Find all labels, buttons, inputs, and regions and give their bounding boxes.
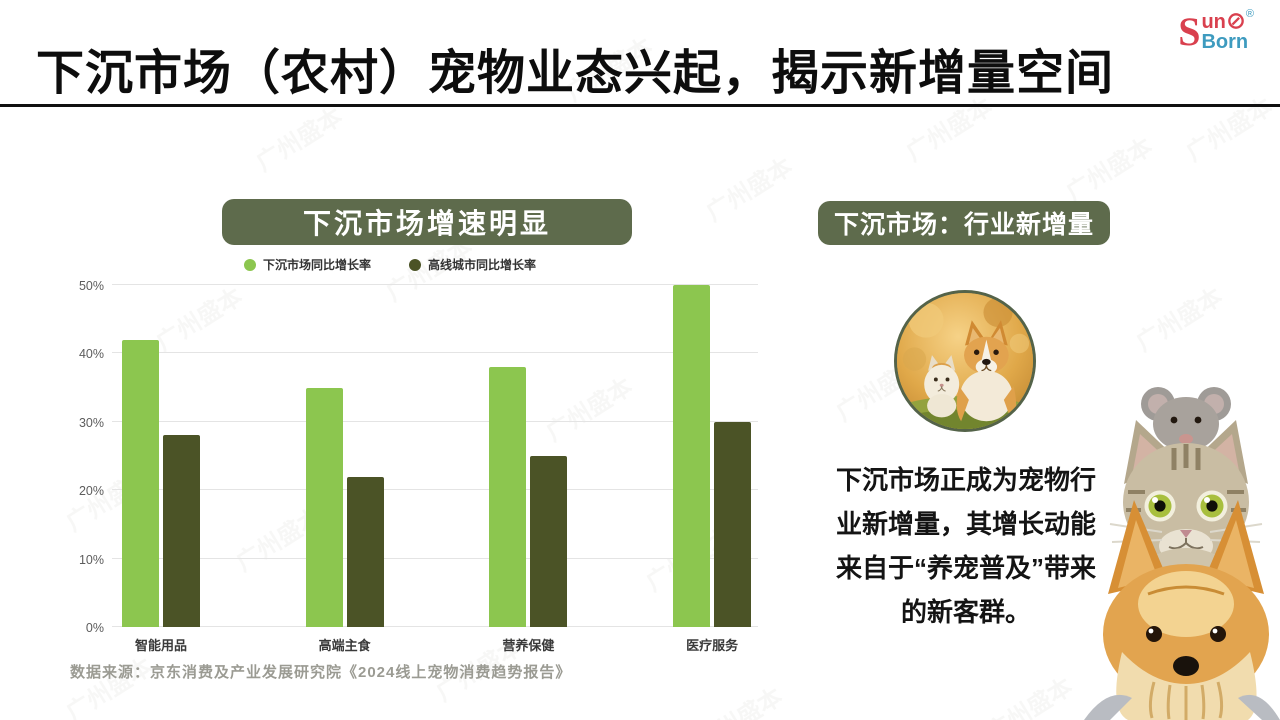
chart-title: 下沉市场增速明显	[302, 208, 551, 239]
chart-legend: 下沉市场同比增长率 高线城市同比增长率	[0, 256, 780, 273]
watermark-text: 广州盛本	[1131, 283, 1228, 357]
sun-icon	[1228, 13, 1244, 29]
bar-higher-tier-2	[346, 476, 384, 627]
legend-label: 下沉市场同比增长率	[262, 258, 371, 272]
y-axis-tick-label: 50%	[78, 279, 104, 293]
insight-paragraph: 下沉市场正成为宠物行业新增量，其增长动能来自于“养宠普及”带来的新客群。	[835, 465, 1096, 627]
watermark-text: 广州盛本	[981, 673, 1078, 720]
bar-lower-tier-2	[305, 387, 343, 627]
gridline	[112, 626, 758, 627]
y-axis-tick-label: 40%	[78, 347, 104, 362]
legend-item: 高线城市同比增长率	[409, 256, 536, 273]
corgi-and-cat-illustration	[897, 293, 1033, 429]
watermark-text: 广州盛本	[701, 153, 798, 227]
gridline	[112, 557, 758, 559]
legend-dot-icon	[409, 258, 421, 271]
logo-text-block: un ® Born	[1201, 8, 1254, 53]
bar-higher-tier-1	[163, 435, 200, 627]
watermark-text: 广州盛本	[1061, 133, 1158, 207]
y-axis-tick-label: 10%	[78, 552, 104, 567]
mouse-illustration	[1141, 387, 1231, 451]
header-divider	[0, 104, 1280, 107]
y-axis-tick-label: 30%	[78, 415, 104, 430]
data-source-note: 数据来源：京东消费及产业发展研究院《2024线上宠物消费趋势报告》	[70, 664, 572, 681]
logo-letter-s: S	[1178, 9, 1201, 54]
y-axis: 0% 10% 20% 30% 40% 50%	[0, 279, 104, 635]
plot-area: 智能用品 高端主食 营养保健 医疗服务	[112, 284, 758, 653]
registered-trademark-icon: ®	[1245, 8, 1254, 20]
x-axis-category-label: 智能用品	[134, 638, 187, 653]
bar-lower-tier-3	[489, 367, 527, 627]
gridline	[112, 284, 758, 285]
pets-photo-circle	[894, 290, 1036, 432]
gridline	[112, 489, 758, 491]
y-axis-tick-label: 20%	[78, 484, 104, 499]
gridline	[112, 352, 758, 354]
legend-dot-icon	[243, 258, 256, 271]
bar-higher-tier-4	[714, 421, 752, 627]
right-panel-title: 下沉市场：行业新增量	[833, 211, 1094, 239]
watermark-text: 广州盛本	[61, 653, 158, 720]
dog-illustration	[1084, 500, 1280, 720]
bar-higher-tier-3	[530, 456, 568, 627]
legend-label: 高线城市同比增长率	[428, 258, 537, 272]
right-panel-title-pill: 下沉市场：行业新增量	[818, 201, 1110, 245]
logo-text-born: Born	[1201, 31, 1249, 53]
logo-text-sun: un	[1201, 11, 1226, 33]
watermark-text: 广州盛本	[1181, 93, 1278, 167]
gridline	[112, 420, 758, 422]
bar-lower-tier-4	[673, 285, 711, 627]
x-axis-category-label: 医疗服务	[686, 638, 739, 653]
bar-lower-tier-1	[122, 339, 159, 627]
y-axis-tick-label: 0%	[85, 621, 104, 635]
watermark-text: 广州盛本	[688, 677, 788, 720]
x-axis-category-label: 营养保健	[502, 638, 555, 653]
page-title: 下沉市场（农村）宠物业态兴起，揭示新增量空间	[36, 47, 1115, 100]
x-axis-category-label: 高端主食	[318, 638, 371, 653]
watermark-text: 广州盛本	[251, 103, 348, 177]
chart-title-pill: 下沉市场增速明显	[222, 199, 632, 245]
sunborn-logo: S un ® Born	[1178, 8, 1254, 54]
legend-item: 下沉市场同比增长率	[243, 256, 371, 273]
pets-stack-illustration	[1084, 387, 1280, 720]
